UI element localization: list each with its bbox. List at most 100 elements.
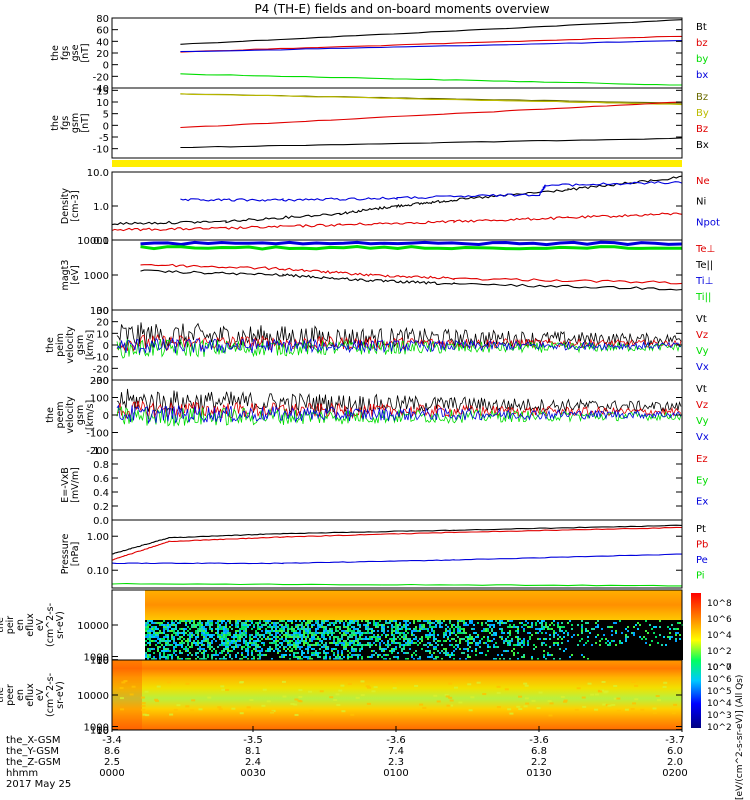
spectrogram-pixel <box>195 626 197 628</box>
spectrogram-pixel <box>539 622 541 624</box>
spectrogram-pixel <box>245 624 247 626</box>
spectrogram-pixel <box>457 658 459 660</box>
spectrogram-pixel <box>479 626 481 628</box>
spectrogram-pixel <box>175 628 177 630</box>
spectrogram-pixel <box>233 622 235 624</box>
spectrogram-pixel <box>569 628 571 630</box>
spectrogram-pixel <box>361 658 363 660</box>
spectrogram-high-energy-band <box>145 590 682 620</box>
spectrogram-pixel <box>479 640 481 642</box>
spectrogram-pixel <box>159 644 161 646</box>
spectrogram-pixel <box>539 628 541 630</box>
spectrogram-pixel <box>265 640 267 642</box>
spectrogram-pixel <box>617 656 619 658</box>
spectrogram-pixel <box>543 636 545 638</box>
spectrogram-pixel <box>275 650 277 652</box>
spectrogram-pixel <box>283 644 285 646</box>
spectrogram-pixel <box>161 656 163 658</box>
spectrogram-pixel <box>437 648 439 650</box>
spectrogram-pixel <box>287 646 289 648</box>
spectrogram-pixel <box>233 638 235 640</box>
spectrogram-pixel <box>455 652 457 654</box>
spectrogram-pixel <box>321 626 323 628</box>
spectrogram-pixel <box>437 638 439 640</box>
spectrogram-pixel <box>493 642 495 644</box>
spectrogram-pixel <box>339 642 341 644</box>
spectrogram-pixel <box>395 632 397 634</box>
spectrogram-pixel <box>495 656 497 658</box>
spectrogram-pixel <box>155 646 157 648</box>
spectrogram-pixel <box>353 638 355 640</box>
spectrogram-pixel <box>449 656 451 658</box>
spectrogram-pixel <box>271 620 273 622</box>
spectrogram-pixel <box>553 642 555 644</box>
spectrogram-pixel <box>535 644 537 646</box>
spectrogram-pixel <box>197 642 199 644</box>
spectrogram-pixel <box>443 624 445 626</box>
spectrogram-pixel <box>523 648 525 650</box>
spectrogram-pixel <box>429 650 431 652</box>
spectrogram-pixel <box>155 626 157 628</box>
spectrogram-pixel <box>225 648 227 650</box>
spectrogram-pixel <box>175 640 177 642</box>
spectrogram-pixel <box>239 622 241 624</box>
spectrogram-pixel <box>333 650 335 652</box>
spectrogram-pixel <box>311 646 313 648</box>
spectrogram-pixel <box>577 658 579 660</box>
spectrogram-pixel <box>243 622 245 624</box>
spectrogram-pixel <box>239 624 241 626</box>
spectrogram-pixel <box>359 632 361 634</box>
spectrogram-pixel <box>173 650 175 652</box>
spectrogram-pixel <box>299 638 301 640</box>
spectrogram-pixel <box>277 626 279 628</box>
spectrogram-pixel <box>515 624 517 626</box>
spectrogram-pixel <box>503 636 505 638</box>
spectrogram-pixel <box>585 646 587 648</box>
spectrogram-pixel <box>287 638 289 640</box>
spectrogram-pixel <box>329 626 331 628</box>
spectrogram-pixel <box>609 638 611 640</box>
spectrogram-pixel <box>281 658 283 660</box>
spectrogram-pixel <box>457 622 459 624</box>
spectrogram-pixel <box>617 628 619 630</box>
spectrogram-pixel <box>333 652 335 654</box>
spectrogram-pixel <box>317 622 319 624</box>
spectrogram-pixel <box>309 622 311 624</box>
spectrogram-pixel <box>209 628 211 630</box>
spectrogram-pixel <box>437 620 439 622</box>
spectrogram-pixel <box>531 642 533 644</box>
spectrogram-pixel <box>509 620 511 622</box>
spectrogram-pixel <box>587 624 589 626</box>
spectrogram-pixel <box>495 638 497 640</box>
spectrogram-pixel <box>545 658 547 660</box>
spectrogram-pixel <box>207 620 209 622</box>
spectrogram-pixel <box>285 636 287 638</box>
spectrogram-pixel <box>339 622 341 624</box>
spectrogram-pixel <box>193 638 195 640</box>
spectrogram-pixel <box>523 630 525 632</box>
spectrogram-pixel <box>373 620 375 622</box>
spectrogram-pixel <box>413 652 415 654</box>
spectrogram-pixel <box>309 650 311 652</box>
spectrogram-pixel <box>423 648 425 650</box>
spectrogram-pixel <box>155 628 157 630</box>
spectrogram-pixel <box>261 658 263 660</box>
spectrogram-pixel <box>363 638 365 640</box>
spectrogram-pixel <box>241 656 243 658</box>
spectrogram-pixel <box>485 650 487 652</box>
spectrogram-pixel <box>407 630 409 632</box>
spectrogram-pixel <box>207 636 209 638</box>
spectrogram-pixel <box>209 658 211 660</box>
spectrogram-pixel <box>439 632 441 634</box>
spectrogram-pixel <box>479 634 481 636</box>
spectrogram-pixel <box>225 646 227 648</box>
spectrogram-pixel <box>403 622 405 624</box>
spectrogram-pixel <box>251 642 253 644</box>
spectrogram-pixel <box>485 626 487 628</box>
spectrogram-pixel <box>603 626 605 628</box>
spectrogram-pixel <box>361 656 363 658</box>
spectrogram-pixel <box>417 622 419 624</box>
spectrogram-pixel <box>271 658 273 660</box>
spectrogram-pixel <box>539 648 541 650</box>
